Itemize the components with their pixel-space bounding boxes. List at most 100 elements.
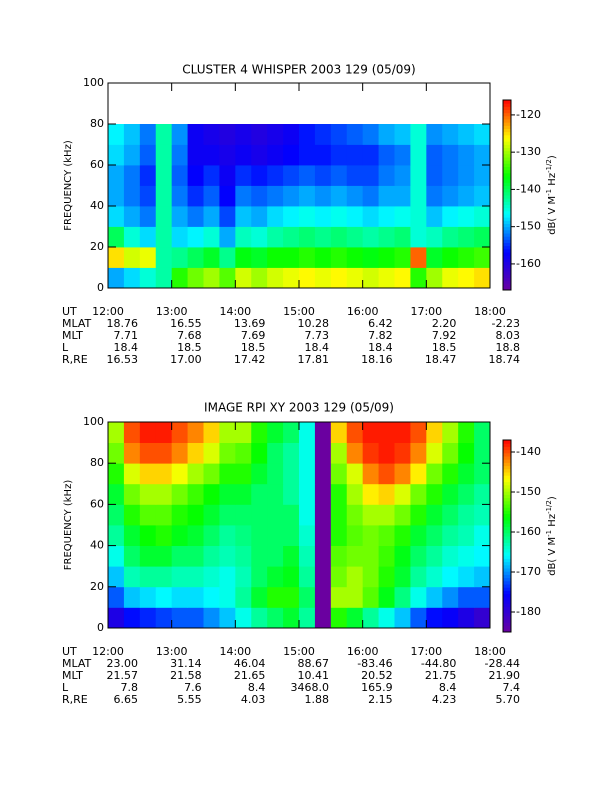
heatmap-cell	[251, 525, 268, 546]
colorbar-label-part: dB( V M	[547, 196, 558, 235]
heatmap-cell	[378, 483, 395, 505]
chart-title: CLUSTER 4 WHISPER 2003 129 (05/09)	[182, 63, 415, 77]
heatmap-cell	[458, 504, 475, 526]
colorbar-segment	[503, 141, 511, 145]
heatmap-cell	[474, 226, 491, 248]
heatmap-cell	[123, 267, 141, 289]
colorbar-segment	[503, 255, 511, 259]
ephemeris-value: 18.4	[114, 341, 139, 354]
heatmap-cell	[299, 267, 316, 289]
ephemeris-row-label: MLT	[62, 329, 83, 342]
heatmap-cell	[267, 144, 284, 166]
heatmap-cell	[235, 525, 252, 546]
colorbar-label: dB( V M-1 Hz-1/2)	[545, 496, 558, 576]
heatmap-cell	[330, 206, 348, 227]
heatmap-cell	[410, 483, 427, 505]
heatmap-cell	[155, 165, 173, 186]
colorbar-segment	[503, 488, 511, 492]
heatmap-cell	[474, 144, 491, 166]
heatmap-cell	[346, 144, 364, 166]
ephemeris-value: 8.4	[248, 681, 266, 694]
ephemeris-value: 17.00	[170, 353, 202, 366]
heatmap-cell	[283, 586, 300, 608]
heatmap-cell	[346, 483, 364, 505]
heatmap-cell	[267, 226, 284, 248]
heatmap-cell	[330, 607, 348, 629]
heatmap-cell	[219, 586, 236, 608]
colorbar-segment	[503, 267, 511, 272]
heatmap-cell	[267, 206, 284, 227]
colorbar-segment	[503, 619, 511, 623]
heatmap-cell	[171, 144, 188, 166]
heatmap-cell	[235, 483, 252, 505]
colorbar-segment	[503, 210, 511, 215]
colorbar-segment	[503, 179, 511, 183]
ephemeris-value: 7.92	[432, 329, 457, 342]
ephemeris-value: 8.03	[496, 329, 521, 342]
colorbar-segment	[503, 452, 511, 457]
y-tick-label: 40	[90, 199, 104, 212]
heatmap-cell	[458, 185, 475, 207]
heatmap-cell	[139, 504, 157, 526]
heatmap-cell	[108, 247, 125, 268]
colorbar-segment	[503, 561, 511, 566]
heatmap-cell	[410, 422, 427, 443]
colorbar-segment	[503, 166, 511, 171]
colorbar-segment	[503, 283, 511, 288]
heatmap-cell	[378, 185, 395, 207]
heatmap-cell	[267, 267, 284, 289]
colorbar-label-part: -1	[545, 189, 553, 196]
heatmap-cell	[426, 483, 443, 505]
heatmap-cell	[219, 545, 236, 567]
colorbar-segment	[503, 248, 511, 253]
heatmap-cell	[458, 267, 475, 289]
heatmap-cell	[267, 422, 284, 443]
heatmap-cell	[187, 226, 204, 248]
colorbar-segment	[503, 609, 511, 614]
colorbar-label: dB( V M-1 Hz-1/2)	[545, 155, 558, 235]
heatmap-cell	[442, 422, 459, 443]
heatmap-cell	[426, 442, 443, 464]
heatmap-cell	[458, 165, 475, 186]
chart-title: IMAGE RPI XY 2003 129 (05/09)	[204, 401, 394, 415]
ephemeris-value: 1.88	[305, 693, 330, 706]
colorbar-segment	[503, 596, 511, 601]
heatmap-cell	[362, 525, 379, 546]
heatmap-cell	[410, 144, 427, 166]
ephemeris-value: 7.73	[305, 329, 330, 342]
heatmap-cell	[299, 483, 316, 505]
heatmap-cell	[219, 504, 236, 526]
colorbar-segment	[503, 462, 511, 467]
y-tick-label: 0	[97, 281, 104, 294]
heatmap-cell	[123, 607, 141, 629]
heatmap-cell	[108, 267, 125, 289]
heatmap-cell	[442, 185, 459, 207]
ephemeris-value: 7.82	[368, 329, 393, 342]
heatmap-cell	[426, 124, 443, 145]
colorbar-label-part: -1	[545, 530, 553, 537]
heatmap-cell	[108, 463, 125, 485]
colorbar-segment	[503, 236, 511, 240]
heatmap-cell	[267, 504, 284, 526]
colorbar-segment	[503, 280, 511, 285]
colorbar-segment	[503, 277, 511, 281]
heatmap-cell	[283, 144, 300, 166]
heatmap-cell	[474, 586, 491, 608]
colorbar-segment	[503, 286, 511, 291]
heatmap-cell	[108, 165, 125, 186]
heatmap-cell	[346, 226, 364, 248]
heatmap-cell	[330, 463, 348, 485]
heatmap-cell	[267, 247, 284, 268]
colorbar-tick-label: -120	[516, 108, 541, 121]
colorbar-segment	[503, 513, 511, 518]
colorbar-segment	[503, 195, 511, 199]
heatmap-cell	[299, 124, 316, 145]
colorbar-segment	[503, 497, 511, 502]
colorbar-segment	[503, 481, 511, 486]
heatmap-cell	[299, 545, 316, 567]
heatmap-cell	[139, 607, 157, 629]
heatmap-cell	[139, 144, 157, 166]
ephemeris-value: 17.81	[298, 353, 330, 366]
heatmap-cell	[410, 607, 427, 629]
colorbar-segment	[503, 612, 511, 617]
